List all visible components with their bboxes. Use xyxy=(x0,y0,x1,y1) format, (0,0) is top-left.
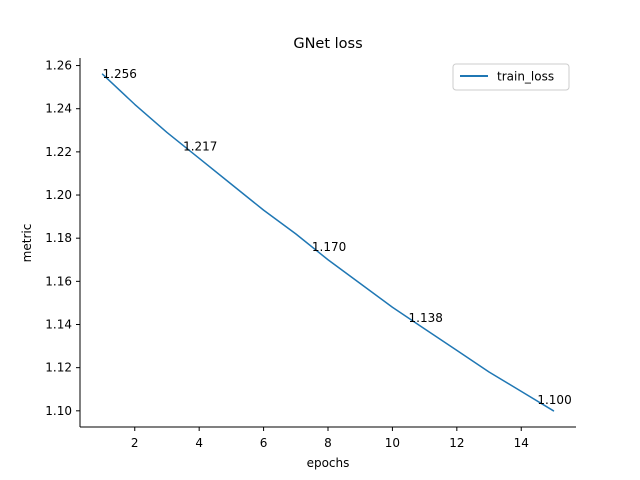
y-tick-label: 1.12 xyxy=(45,361,72,375)
data-label: 1.138 xyxy=(409,311,443,325)
x-axis-title: epochs xyxy=(307,456,350,470)
x-tick-label: 14 xyxy=(514,436,529,450)
data-label: 1.170 xyxy=(312,240,346,254)
data-labels: 1.256 1.217 1.170 1.138 1.100 xyxy=(103,67,572,407)
data-label: 1.256 xyxy=(103,67,137,81)
x-tick-label: 8 xyxy=(324,436,332,450)
x-tick-label: 4 xyxy=(195,436,203,450)
plot-area xyxy=(101,73,555,412)
y-tick-label: 1.26 xyxy=(45,59,72,73)
x-axis-ticks: 2 4 6 8 10 12 14 xyxy=(131,427,529,450)
x-tick-label: 10 xyxy=(385,436,400,450)
series-line-train-loss xyxy=(101,73,555,412)
y-tick-label: 1.20 xyxy=(45,188,72,202)
data-label: 1.100 xyxy=(537,393,571,407)
y-tick-label: 1.22 xyxy=(45,145,72,159)
y-tick-label: 1.24 xyxy=(45,102,72,116)
y-tick-label: 1.16 xyxy=(45,274,72,288)
y-tick-label: 1.10 xyxy=(45,404,72,418)
legend: train_loss xyxy=(452,63,570,91)
x-tick-label: 6 xyxy=(260,436,268,450)
legend-frame xyxy=(452,63,570,91)
legend-label-train-loss: train_loss xyxy=(497,70,554,84)
y-axis-ticks: 1.10 1.12 1.14 1.16 1.18 1.20 1.22 1.24 1.26 xyxy=(45,59,80,418)
y-axis-title: metric xyxy=(20,224,34,263)
x-tick-label: 12 xyxy=(449,436,464,450)
y-tick-label: 1.14 xyxy=(45,318,72,332)
y-tick-label: 1.18 xyxy=(45,231,72,245)
data-label: 1.217 xyxy=(183,139,217,153)
chart-title: GNet loss xyxy=(293,36,362,52)
x-tick-label: 2 xyxy=(131,436,139,450)
